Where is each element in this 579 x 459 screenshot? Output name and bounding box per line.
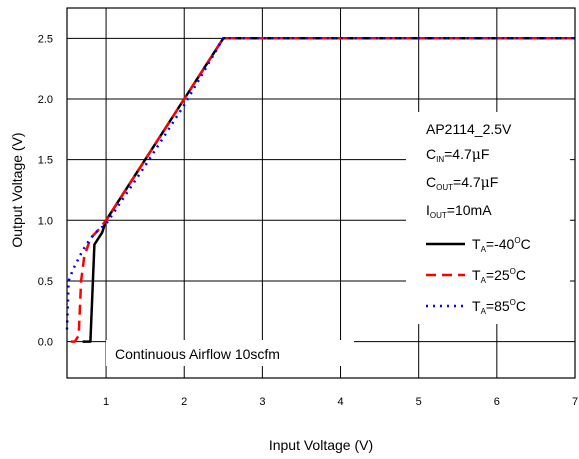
x-tick-label: 3 [259,396,265,408]
series-lines [65,37,575,343]
annotation-background [106,340,354,366]
tick-labels: 1 2 3 4 5 6 7 0.0 0.5 1.0 1.5 2.0 2.5 [38,33,578,408]
annotation-text: Continuous Airflow 10scfm [115,346,280,362]
legend-label-85: TA=85OC [472,298,526,316]
annotation-box: Continuous Airflow 10scfm [106,340,354,366]
legend: AP2114_2.5V CIN=4.7μF COUT=4.7μF IOUT=10… [406,112,570,324]
legend-label-minus40: TA=-40OC [472,236,531,254]
x-tick-label: 6 [494,396,500,408]
y-tick-label: 1.5 [38,155,53,167]
x-tick-label: 2 [181,396,187,408]
plot-frame [66,7,576,379]
legend-label-25: TA=25OC [472,267,526,285]
legend-device: AP2114_2.5V [426,121,512,137]
y-tick-label: 0.0 [38,337,53,349]
legend-cout: COUT=4.7μF [426,174,498,192]
x-tick-label: 7 [572,396,578,408]
legend-iout: IOUT=10mA [426,202,492,220]
series-line-1 [70,37,575,343]
x-axis-title: Input Voltage (V) [269,437,373,453]
legend-background [406,112,570,324]
y-tick-label: 0.5 [38,276,53,288]
x-tick-label: 5 [416,396,422,408]
series-line-2 [65,37,575,330]
y-tick-label: 2.5 [38,33,53,45]
x-tick-label: 4 [337,396,343,408]
y-tick-label: 1.0 [38,215,53,227]
y-axis-title: Output Voltage (V) [9,132,25,247]
x-tick-label: 1 [103,396,109,408]
legend-cin: CIN=4.7μF [426,146,489,164]
y-tick-label: 2.0 [38,94,53,106]
